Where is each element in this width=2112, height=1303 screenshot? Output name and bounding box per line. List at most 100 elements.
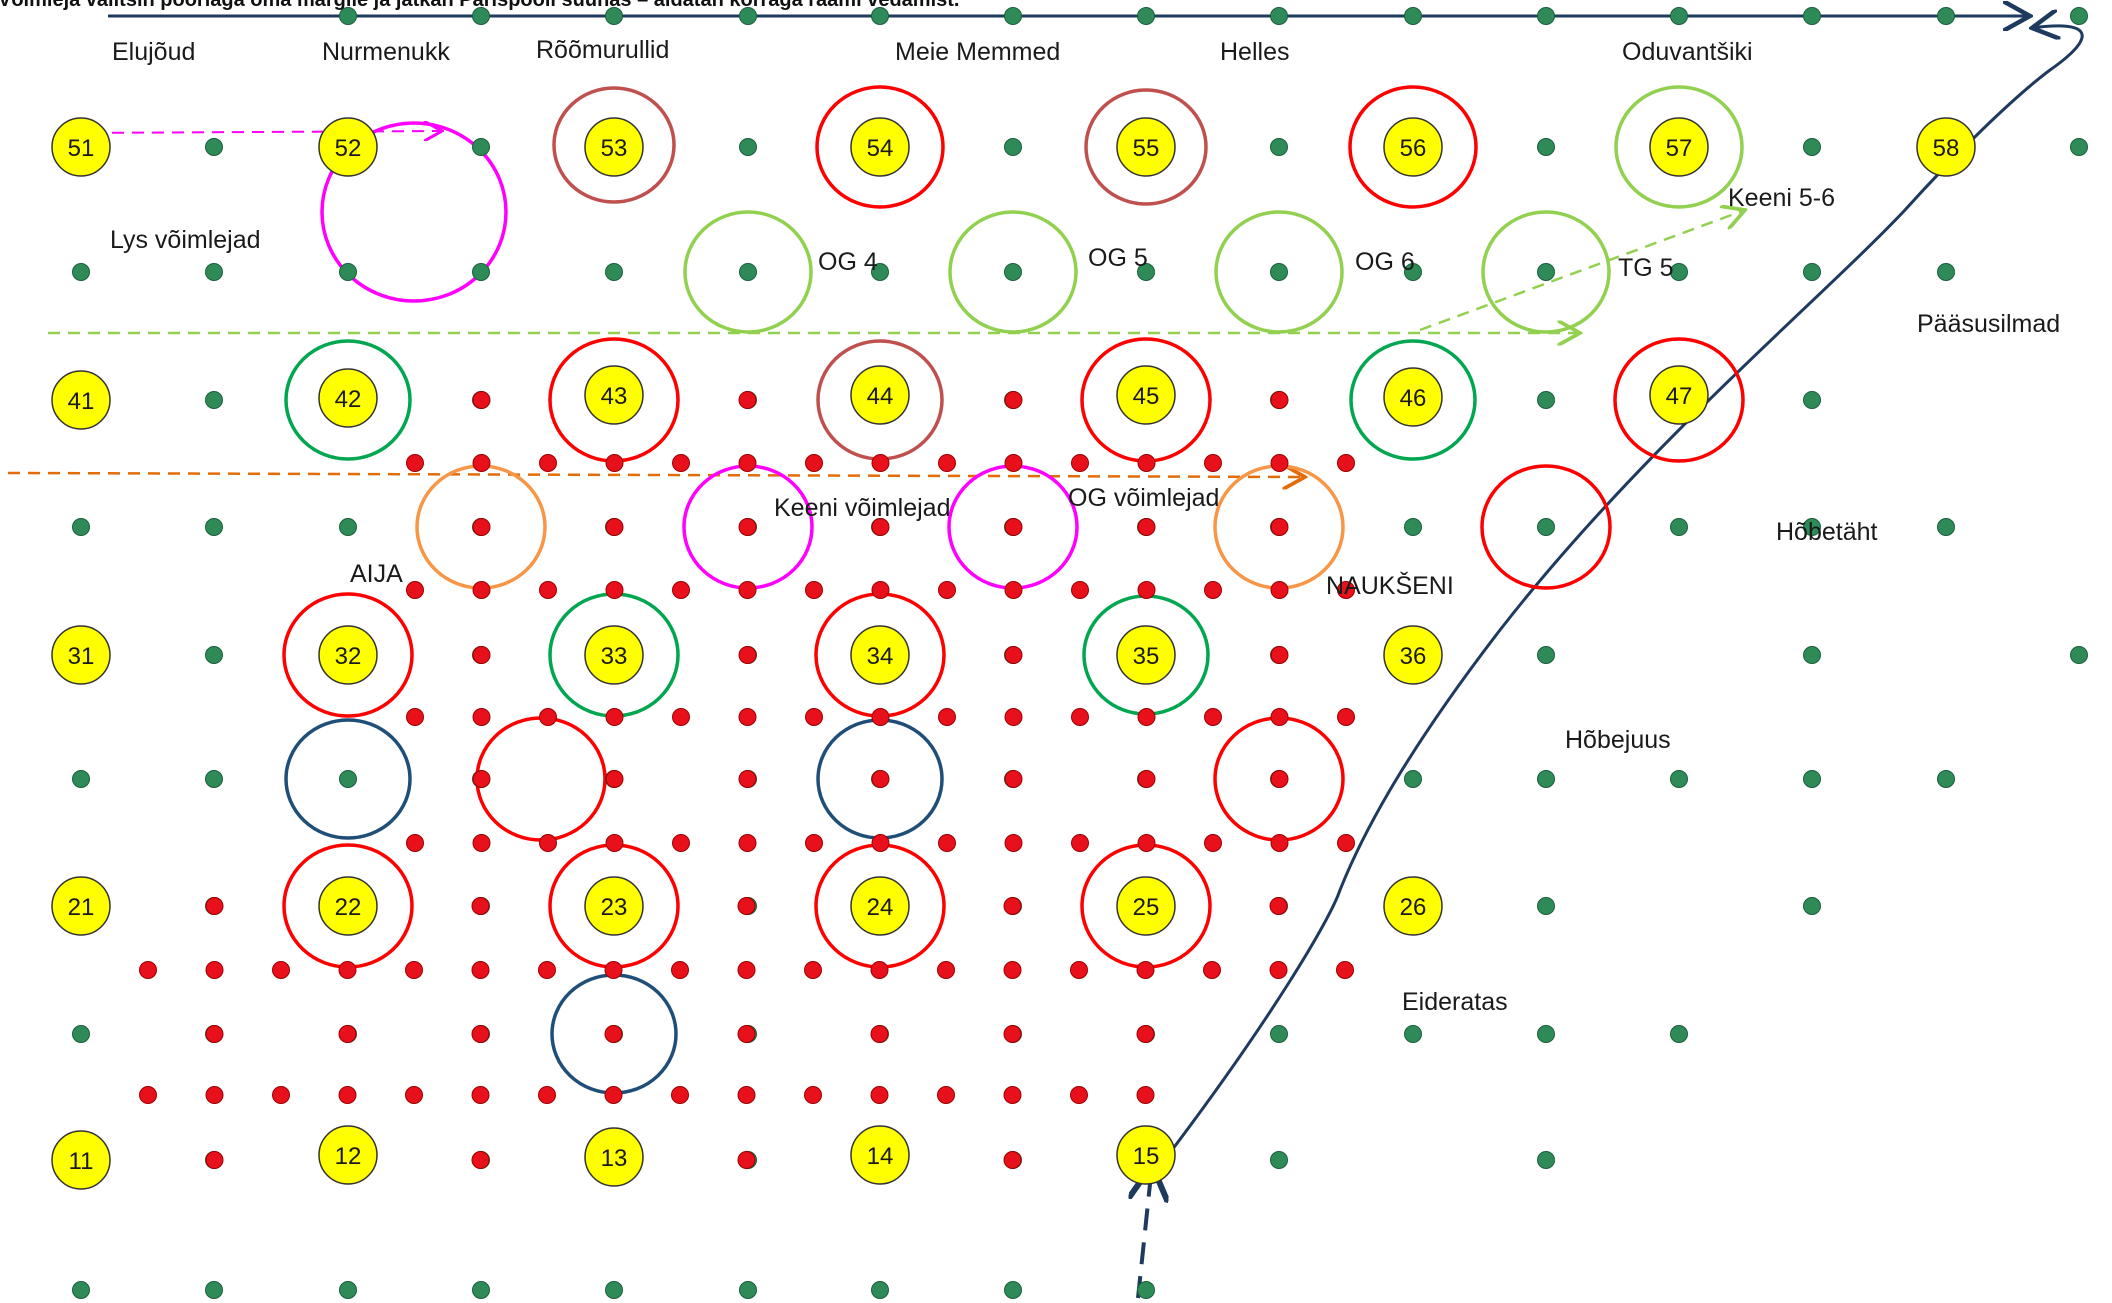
position-marker-31: 31 <box>51 625 111 685</box>
position-marker-15: 15 <box>1116 1125 1176 1185</box>
helper-dot <box>671 961 689 979</box>
position-dot <box>1137 263 1155 281</box>
helper-dot <box>805 454 823 472</box>
group-label: NAUKŠENI <box>1326 571 1454 600</box>
magenta-dashed-arrow <box>71 131 442 133</box>
helper-dot <box>1336 961 1354 979</box>
position-dot <box>1404 518 1422 536</box>
helper-dot <box>406 834 424 852</box>
marker-disc <box>1383 117 1443 177</box>
helper-dot <box>870 1025 889 1043</box>
helper-dot <box>272 1086 290 1104</box>
position-marker-46: 46 <box>1383 367 1443 427</box>
position-marker-54: 54 <box>850 117 910 177</box>
position-marker-51: 51 <box>51 117 111 177</box>
ring-55 <box>1084 88 1208 206</box>
helper-dot <box>539 708 557 726</box>
marker-disc <box>1116 876 1176 936</box>
marker-disc <box>318 625 378 685</box>
position-dot <box>2070 138 2088 156</box>
helper-dot <box>1204 454 1222 472</box>
position-dot <box>1537 138 1555 156</box>
helper-dot <box>539 834 557 852</box>
helper-dot <box>1269 897 1288 915</box>
position-dot <box>339 263 357 281</box>
helper-dot <box>870 961 889 979</box>
position-dot <box>205 263 223 281</box>
position-dot <box>1004 138 1022 156</box>
ring-56 <box>1348 85 1478 209</box>
helper-dot <box>937 961 955 979</box>
position-marker-56: 56 <box>1383 117 1443 177</box>
helper-dot <box>871 518 890 536</box>
position-marker-26: 26 <box>1383 876 1443 936</box>
position-dot <box>605 263 623 281</box>
helper-dot <box>1004 391 1023 409</box>
ring-47 <box>1613 337 1745 463</box>
group-label: Oduvantšiki <box>1622 38 1753 66</box>
helper-dot <box>738 834 757 852</box>
marker-disc <box>850 625 910 685</box>
helper-dot <box>1136 1086 1155 1104</box>
position-dot <box>1270 1151 1288 1169</box>
helper-dot <box>805 581 823 599</box>
position-dot <box>472 138 490 156</box>
group-label: TG 5 <box>1618 254 1674 282</box>
helper-dot <box>604 961 623 979</box>
marker-disc <box>1116 365 1176 425</box>
position-marker-14: 14 <box>850 1125 910 1185</box>
helper-dot <box>338 1025 357 1043</box>
helper-dot <box>1269 961 1288 979</box>
position-marker-25: 25 <box>1116 876 1176 936</box>
marker-number: 31 <box>68 643 95 670</box>
marker-disc <box>1116 625 1176 685</box>
helper-dot <box>605 518 624 536</box>
helper-dot <box>738 708 757 726</box>
marker-disc <box>1116 117 1176 177</box>
position-marker-22: 22 <box>318 876 378 936</box>
helper-dot <box>1270 646 1289 664</box>
position-dot <box>605 7 623 25</box>
helper-dot <box>471 961 490 979</box>
helper-dot <box>1337 454 1355 472</box>
position-dot <box>1670 518 1688 536</box>
helper-dot <box>1137 454 1156 472</box>
position-dot <box>339 7 357 25</box>
ring-54 <box>815 85 945 209</box>
ring-32 <box>282 592 414 718</box>
helper-dot <box>804 961 822 979</box>
position-marker-58: 58 <box>1916 117 1976 177</box>
position-dot <box>871 263 889 281</box>
ring-53 <box>552 86 676 204</box>
position-dot <box>1937 518 1955 536</box>
marker-number: 46 <box>1400 385 1427 412</box>
marker-disc <box>850 365 910 425</box>
position-dot <box>1270 7 1288 25</box>
helper-dot <box>472 770 491 788</box>
helper-dot <box>472 708 491 726</box>
helper-dot <box>805 834 823 852</box>
position-marker-44: 44 <box>850 365 910 425</box>
helper-dot <box>1270 581 1289 599</box>
marker-disc <box>1649 365 1709 425</box>
marker-disc <box>318 876 378 936</box>
marker-disc <box>1116 1125 1176 1185</box>
marker-number: 13 <box>601 1145 628 1172</box>
helper-dot <box>604 1025 623 1043</box>
helper-dot <box>205 1025 224 1043</box>
helper-dot <box>406 581 424 599</box>
helper-dot <box>1071 708 1089 726</box>
position-dot <box>1937 263 1955 281</box>
helper-dot <box>1003 961 1022 979</box>
helper-dot <box>139 1086 157 1104</box>
marker-disc <box>584 876 644 936</box>
group-label: AIJA <box>350 560 403 588</box>
helper-dot <box>605 708 624 726</box>
helper-dot <box>938 581 956 599</box>
helper-dot <box>870 1086 889 1104</box>
position-marker-11: 11 <box>51 1130 111 1190</box>
position-dot <box>72 263 90 281</box>
position-dot <box>1270 1025 1288 1043</box>
group-label: Keeni võimlejad <box>774 494 951 522</box>
ring-42 <box>284 339 412 461</box>
